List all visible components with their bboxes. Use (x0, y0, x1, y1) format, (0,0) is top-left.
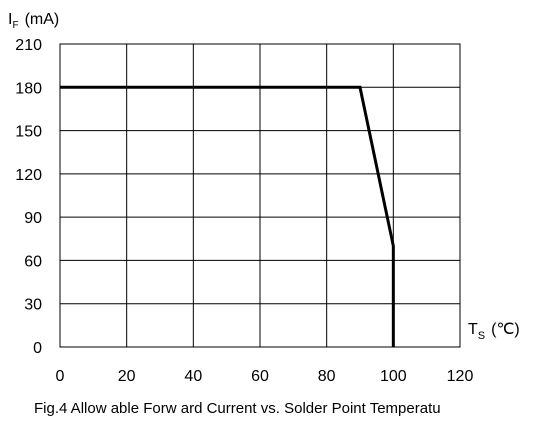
y-axis-label: IF (mA) (8, 11, 59, 31)
y-axis-label-sub: F (12, 20, 18, 31)
y-axis-label-main: I (8, 11, 12, 28)
x-tick-label: 20 (118, 368, 136, 385)
x-axis-label-main: T (468, 321, 478, 338)
y-tick-label: 150 (15, 124, 42, 141)
x-axis-label-sub: S (478, 330, 485, 342)
x-tick-labels: 0 20 40 60 80 100 120 (56, 368, 474, 385)
x-tick-label: 40 (184, 368, 202, 385)
x-tick-label: 0 (56, 368, 65, 385)
x-tick-label: 80 (318, 368, 336, 385)
y-tick-labels: 0 30 60 90 120 150 180 210 (15, 37, 42, 357)
x-tick-label: 100 (380, 368, 407, 385)
series-line (60, 85, 395, 347)
x-tick-label: 120 (447, 368, 474, 385)
y-axis-label-unit: (mA) (25, 11, 60, 28)
plot-frame (59, 43, 461, 348)
x-axis-label-unit: (℃) (491, 321, 520, 338)
grid (60, 44, 460, 347)
x-tick-label: 60 (251, 368, 269, 385)
y-tick-label: 90 (24, 210, 42, 227)
x-axis-label: TS (℃) (468, 321, 520, 342)
figure-caption: Fig.4 Allow able Forw ard Current vs. So… (34, 400, 441, 417)
y-tick-label: 120 (15, 167, 42, 184)
y-tick-label: 210 (15, 37, 42, 54)
y-tick-label: 30 (24, 297, 42, 314)
y-tick-label: 60 (24, 253, 42, 270)
y-tick-label: 180 (15, 80, 42, 97)
y-tick-label: 0 (33, 340, 42, 357)
